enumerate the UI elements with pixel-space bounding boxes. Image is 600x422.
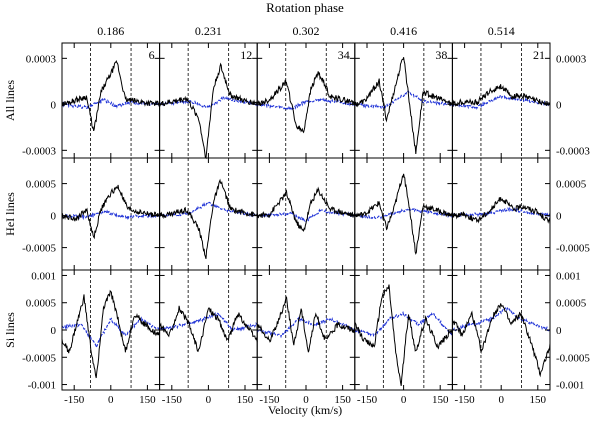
panel-grid: All lines 0.0003 0.0003 0 0 -0.0003 -0.0003 0.1…	[3, 24, 590, 406]
panel	[159, 157, 258, 271]
phase-label: 0.302	[293, 24, 320, 38]
x-tick-label: 0	[206, 394, 212, 406]
x-axis-label: Velocity (km/s)	[268, 403, 342, 417]
panel	[159, 269, 258, 391]
panel	[451, 269, 551, 391]
panel	[354, 157, 453, 271]
y-tick-label-right: 0	[556, 325, 562, 337]
panel	[256, 269, 356, 391]
model-profile-line	[256, 97, 356, 112]
model-profile-line	[451, 206, 551, 219]
panel	[451, 157, 551, 271]
model-profile-line	[452, 306, 551, 332]
y-tick-label-left: -0.0003	[22, 145, 56, 157]
observed-profile-line	[354, 57, 453, 155]
row-label: All lines	[3, 80, 17, 121]
observed-profile-line	[256, 296, 356, 353]
phase-label: 0.231	[195, 24, 222, 38]
observed-profile-line	[159, 305, 258, 353]
model-profile-line	[354, 310, 453, 338]
spectra-count-label: 12	[240, 48, 252, 62]
panel	[451, 42, 551, 159]
observed-profile-line	[159, 178, 258, 260]
observed-profile-line	[452, 84, 551, 108]
x-tick-label: 0	[401, 394, 407, 406]
observed-profile-line	[256, 186, 356, 233]
x-tick-label: 150	[530, 394, 547, 406]
panel	[354, 269, 453, 391]
y-tick-label-right: 0.0005	[556, 179, 587, 191]
phase-label: 0.186	[97, 24, 124, 38]
panel	[61, 157, 161, 271]
phase-label: 0.514	[488, 24, 515, 38]
observed-profile-line	[451, 303, 551, 378]
panel	[256, 157, 356, 271]
x-tick-label: -150	[64, 394, 85, 406]
y-tick-label-right: -0.0003	[556, 145, 590, 157]
x-tick-label: -150	[357, 394, 378, 406]
y-tick-label-right: -0.001	[556, 380, 584, 392]
chart-title: Rotation phase	[266, 0, 344, 15]
y-tick-label-left: 0.0005	[26, 179, 57, 191]
observed-profile-line	[159, 62, 258, 160]
y-tick-label-left: 0	[51, 325, 57, 337]
observed-profile-line	[354, 173, 453, 255]
y-tick-label-left: -0.0005	[22, 352, 56, 364]
y-tick-label-right: 0	[556, 211, 562, 223]
y-tick-label-left: -0.001	[28, 380, 56, 392]
x-tick-label: 150	[432, 394, 449, 406]
phase-label: 0.416	[390, 24, 417, 38]
x-tick-label: 0	[498, 394, 504, 406]
y-tick-label-right: -0.0005	[556, 352, 590, 364]
y-tick-label-right: 0	[556, 99, 562, 111]
spectra-count-label: 6	[149, 48, 155, 62]
y-tick-label-left: 0.0005	[26, 298, 57, 310]
panel	[61, 269, 161, 391]
model-profile-line	[256, 316, 356, 339]
observed-profile-line	[354, 284, 453, 386]
panel-frame	[159, 269, 258, 391]
model-profile-line	[452, 94, 551, 110]
x-tick-label: -150	[162, 394, 183, 406]
x-tick-label: -150	[455, 394, 476, 406]
observed-profile-line	[61, 184, 161, 240]
y-tick-label-left: -0.0005	[22, 243, 56, 255]
x-tick-label: 0	[108, 394, 114, 406]
y-tick-label-right: 0.0005	[556, 298, 587, 310]
spectra-count-label: 21	[533, 48, 545, 62]
observed-profile-line	[257, 71, 356, 134]
panel-frame	[256, 269, 356, 391]
x-tick-label: 150	[334, 394, 351, 406]
panel-frame	[61, 269, 161, 391]
y-tick-label-right: -0.0005	[556, 243, 590, 255]
y-tick-label-left: 0	[51, 99, 57, 111]
model-profile-line	[159, 311, 258, 333]
panel-frame	[451, 269, 551, 391]
y-tick-label-right: 0.0003	[556, 53, 587, 65]
y-tick-label-left: 0.0003	[26, 53, 57, 65]
row-label: HeI lines	[3, 192, 17, 236]
panel-frame	[354, 269, 453, 391]
model-profile-line	[354, 207, 453, 220]
observed-profile-line	[451, 197, 551, 225]
x-tick-label: 150	[237, 394, 254, 406]
model-profile-line	[159, 201, 258, 218]
model-profile-line	[61, 97, 161, 110]
y-tick-label-left: 0	[51, 211, 57, 223]
model-profile-line	[61, 209, 161, 221]
spectra-count-label: 38	[435, 48, 447, 62]
observed-profile-line	[61, 60, 161, 132]
row-label: Si lines	[3, 312, 17, 348]
x-tick-label: -150	[259, 394, 280, 406]
observed-profile-line	[61, 289, 161, 379]
panel	[61, 42, 161, 159]
y-tick-label-left: 0.001	[31, 270, 56, 282]
y-tick-label-right: 0.001	[556, 270, 581, 282]
spectra-count-label: 34	[338, 48, 350, 62]
x-tick-label: 150	[139, 394, 156, 406]
x-tick-label: 0	[303, 394, 309, 406]
model-profile-line	[354, 90, 453, 110]
